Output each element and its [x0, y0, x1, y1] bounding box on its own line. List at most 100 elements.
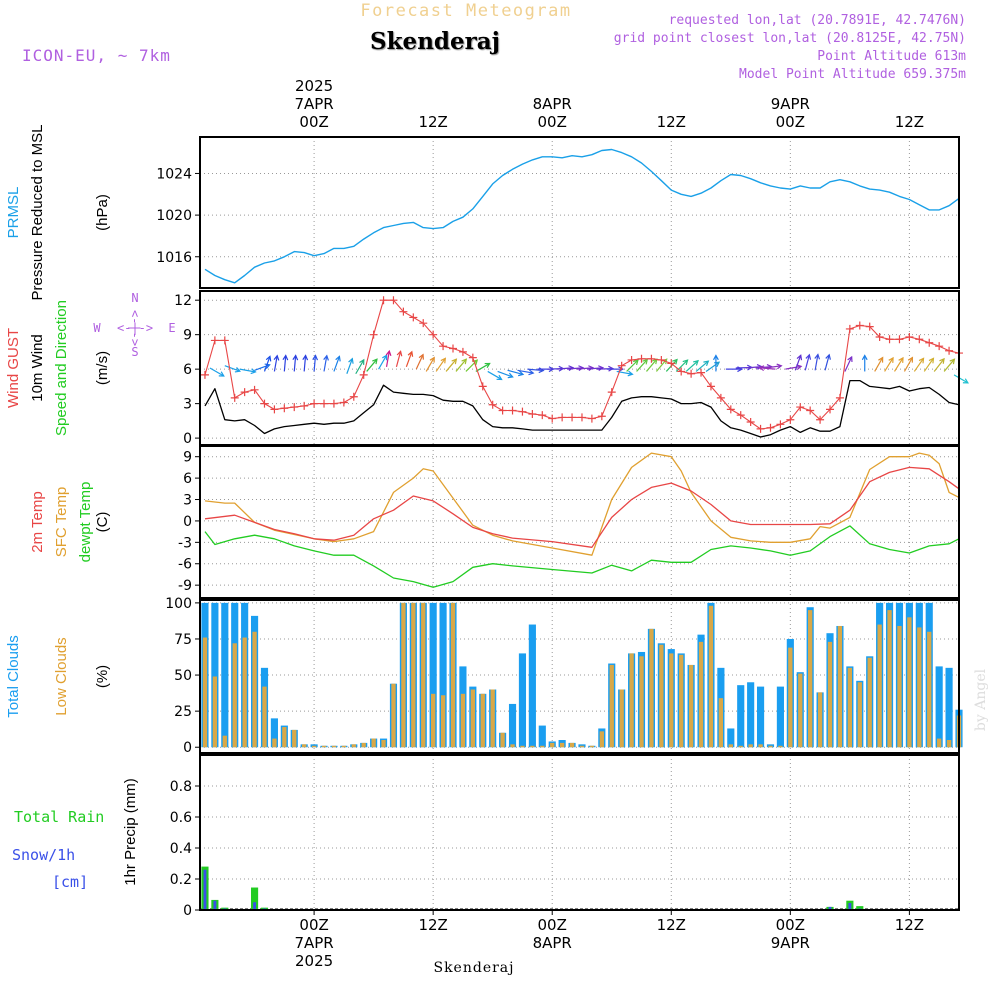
gust-marker: [915, 335, 924, 344]
watermark-title: Forecast Meteogram: [360, 1, 571, 21]
time-label-bottom: 7APR: [294, 934, 333, 952]
y-tick-label: 1020: [156, 208, 192, 224]
gust-marker: [746, 418, 755, 427]
time-label-top: 00Z: [776, 113, 805, 131]
wind-arrow: [675, 359, 689, 372]
wind-arrow-head: [805, 353, 812, 360]
total-cloud-bar: [945, 667, 953, 748]
precip-label: Total Rain: [14, 808, 104, 826]
gust-marker: [300, 401, 309, 410]
gust-marker: [399, 307, 408, 316]
low-cloud-bar: [371, 738, 376, 748]
wind-arrow-shaft: [313, 355, 317, 372]
gust-marker: [617, 361, 626, 370]
wind-arrow-head: [814, 353, 821, 360]
y-tick-label: 0: [183, 514, 192, 530]
gust-marker: [518, 407, 527, 416]
gust-marker: [379, 296, 388, 305]
wind-arrow-head: [359, 358, 365, 365]
low-cloud-bar: [718, 698, 724, 748]
wind-arrow: [445, 358, 458, 372]
wind-arrow-head: [568, 365, 575, 372]
low-cloud-bar: [440, 695, 446, 748]
wind-arrow-head: [218, 371, 225, 377]
wind-arrow: [487, 370, 503, 381]
snow-bar: [213, 900, 217, 910]
wind-arrow: [712, 354, 719, 372]
wind-arrow: [366, 358, 378, 372]
gust-marker: [449, 344, 457, 353]
time-label-top: 12Z: [657, 113, 686, 131]
gust-marker: [637, 354, 646, 363]
low-cloud-bar: [619, 689, 624, 748]
y-tick-label: 1016: [156, 250, 192, 266]
total-cloud-bar: [538, 725, 546, 748]
wind-arrow: [884, 356, 894, 372]
dewpt-line: [204, 525, 960, 588]
low-cloud-bar: [381, 740, 386, 748]
wind-arrow-head: [861, 354, 868, 361]
gust-marker: [419, 319, 428, 328]
wind-arrow-shaft: [874, 357, 884, 372]
gust-marker: [925, 338, 934, 347]
wind-arrow: [943, 358, 956, 372]
gust-marker: [706, 382, 715, 391]
wind-arrow-shaft: [903, 357, 913, 372]
time-label-top: 9APR: [771, 95, 810, 113]
wind-arrow: [794, 354, 803, 371]
wind-arrow: [292, 354, 299, 372]
low-cloud-bar: [897, 625, 902, 748]
gust-marker: [587, 414, 596, 423]
wind-arrow: [415, 353, 424, 370]
wind-arrow-shaft: [385, 350, 390, 367]
frames-layer: [195, 136, 960, 915]
gust-marker: [250, 385, 259, 394]
low-cloud-bar: [282, 727, 287, 748]
wind-arrow-shaft: [323, 355, 328, 372]
y-tick-label: -9: [178, 578, 192, 594]
wind-arrow: [346, 357, 354, 374]
wind-arrow: [355, 358, 365, 375]
low-cloud-bar: [222, 735, 227, 748]
low-cloud-bar: [401, 602, 406, 748]
wind-arrow: [323, 354, 329, 372]
t2m-line: [204, 466, 960, 548]
low-cloud-bar: [817, 692, 823, 748]
wind-arrow-head: [776, 363, 783, 370]
wind-arrow-shaft: [497, 370, 513, 378]
gust-marker: [657, 355, 666, 364]
total-cloud-bar: [439, 602, 447, 748]
gust-marker: [538, 411, 547, 420]
low-cloud-bar: [321, 745, 327, 748]
clouds-unit: (%): [94, 665, 111, 688]
low-cloud-bar: [550, 742, 555, 748]
wind-arrow-shaft: [765, 365, 782, 369]
wind-arrow-shaft: [224, 365, 241, 372]
wind-arrow: [758, 365, 776, 372]
wind-arrow-shaft: [263, 356, 271, 372]
compass-letter: N: [131, 291, 138, 305]
gust-marker: [349, 392, 358, 401]
wind-label: 10m Wind: [29, 334, 46, 402]
wind-arrow-head: [484, 362, 491, 369]
wind-arrow-head: [418, 353, 424, 360]
wind-arrow-head: [385, 349, 392, 357]
wind-arrow-shaft: [705, 361, 720, 372]
wind-arrow-shaft: [366, 358, 378, 372]
total-cloud-bar: [935, 666, 943, 748]
model-label: ICON-EU, ~ 7km: [22, 46, 171, 65]
wind-arrow-head: [758, 365, 765, 372]
gust-marker: [796, 403, 805, 412]
y-tick-label: 1024: [156, 166, 192, 182]
gust-marker: [200, 370, 209, 379]
time-label-top: 7APR: [294, 95, 333, 113]
wind-arrow-head: [461, 358, 468, 365]
low-cloud-bar: [609, 664, 614, 748]
y-tick-label: 3: [183, 493, 192, 509]
precip-label: Snow/1h: [12, 846, 75, 864]
pressure-frame: [199, 136, 960, 289]
wind-arrow-head: [847, 355, 853, 362]
low-cloud-bar: [599, 731, 604, 748]
gust-marker: [776, 420, 785, 429]
wind-arrow-head: [234, 367, 242, 373]
